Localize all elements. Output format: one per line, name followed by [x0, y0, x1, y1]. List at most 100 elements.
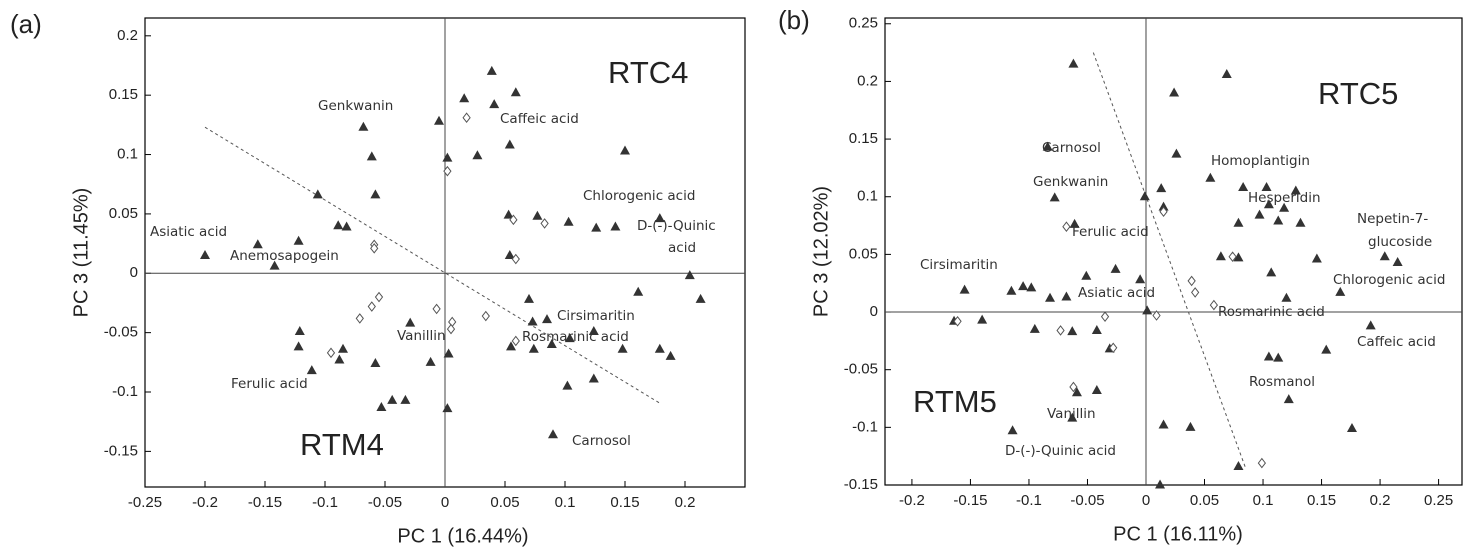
diamond-point: [540, 218, 549, 229]
annotation: Anemosapogein: [230, 248, 339, 264]
y-tick-label: 0: [870, 303, 878, 320]
triangle-point: [548, 429, 558, 439]
triangle-point: [405, 317, 416, 327]
triangle-point: [1238, 182, 1249, 192]
diamond-point: [374, 291, 384, 303]
triangle-point: [472, 150, 483, 160]
triangle-point: [1365, 320, 1376, 330]
y-tick-label: -0.15: [844, 476, 878, 493]
triangle-point: [1049, 192, 1060, 202]
y-tick-label: 0: [130, 264, 138, 281]
triangle-point: [1139, 191, 1150, 201]
diamond-point: [511, 253, 520, 265]
triangle-point: [684, 270, 695, 280]
triangle-point: [1233, 217, 1244, 227]
annotation: Asiatic acid: [1078, 285, 1155, 301]
triangle-point: [617, 343, 628, 353]
triangle-point: [1221, 69, 1232, 79]
y-tick-label: 0.05: [109, 205, 138, 222]
annotation: glucoside: [1368, 234, 1432, 250]
x-tick-label: 0.05: [1190, 492, 1219, 509]
triangle-point: [1185, 421, 1196, 431]
annotation: Asiatic acid: [150, 224, 227, 240]
y-tick-label: 0.15: [109, 86, 138, 103]
triangle-point: [200, 249, 210, 259]
reference-line: [1092, 52, 1246, 468]
triangle-point: [633, 286, 644, 296]
x-tick-label: -0.15: [953, 492, 987, 509]
reference-line: [204, 126, 662, 405]
triangle-point: [532, 210, 543, 220]
y-tick-label: -0.1: [112, 383, 138, 400]
triangle-point: [358, 121, 369, 131]
triangle-point: [334, 354, 345, 364]
y-tick-label: 0.05: [849, 245, 878, 262]
triangle-point: [1392, 256, 1403, 266]
annotation: Nepetin-7-: [1357, 211, 1428, 227]
diamond-point: [1109, 342, 1118, 354]
triangle-point: [528, 343, 539, 353]
diamond-point: [1209, 299, 1219, 311]
triangle-point: [1295, 217, 1306, 227]
diamond-point: [1100, 311, 1110, 322]
annotation: Genkwanin: [1033, 174, 1108, 190]
x-tick-label: -0.1: [312, 494, 338, 511]
triangle-point: [588, 325, 599, 335]
x-axis-label: PC 1 (16.44%): [397, 525, 528, 547]
annotation: Ferulic acid: [231, 376, 308, 392]
triangle-point: [620, 145, 630, 155]
triangle-point: [370, 189, 381, 199]
triangle-point: [489, 99, 500, 109]
triangle-point: [1346, 422, 1357, 432]
diamond-point: [953, 315, 962, 327]
triangle-point: [591, 222, 602, 232]
y-tick-label: 0.25: [849, 15, 878, 32]
x-tick-label: 0.2: [675, 494, 696, 511]
diamond-point: [481, 310, 490, 322]
diamond-point: [1187, 275, 1196, 287]
triangle-point: [1026, 282, 1037, 292]
annotation: acid: [668, 240, 696, 256]
annotation: Vanillin: [1047, 406, 1096, 422]
annotation: Rosmarinic acid: [1218, 304, 1325, 320]
triangle-point: [695, 293, 706, 303]
triangle-point: [564, 333, 575, 343]
triangle-point: [269, 260, 280, 270]
triangle-point: [1069, 218, 1080, 228]
diamond-point: [446, 323, 456, 335]
y-tick-label: -0.05: [844, 361, 878, 378]
x-tick-label: 0.1: [1253, 492, 1274, 509]
triangle-point: [387, 394, 398, 404]
y-tick-label: -0.15: [104, 442, 138, 459]
triangle-point: [1263, 351, 1274, 361]
triangle-point: [654, 213, 665, 223]
triangle-point: [306, 365, 317, 375]
triangle-point: [562, 380, 573, 390]
triangle-point: [1273, 352, 1284, 362]
diamond-point: [511, 335, 520, 347]
group-label: RTM5: [913, 384, 997, 419]
plot-frame: [884, 17, 1463, 486]
triangle-point: [1263, 199, 1274, 209]
triangle-point: [1045, 292, 1056, 302]
triangle-point: [370, 358, 381, 368]
triangle-point: [563, 216, 574, 226]
x-tick-label: -0.05: [1070, 492, 1104, 509]
annotation: Carnosol: [1042, 140, 1101, 156]
x-tick-label: 0.1: [555, 494, 576, 511]
x-tick-label: -0.1: [1016, 492, 1042, 509]
triangle-point: [443, 348, 454, 358]
x-axis-label: PC 1 (16.11%): [1113, 523, 1243, 545]
annotation: Chlorogenic acid: [1333, 272, 1445, 288]
triangle-point: [1158, 419, 1169, 429]
triangle-point: [1042, 141, 1053, 151]
triangle-point: [610, 221, 621, 231]
x-tick-label: 0: [441, 494, 449, 511]
triangle-point: [459, 93, 470, 103]
diamond-point: [1257, 457, 1266, 469]
triangle-point: [1311, 253, 1322, 263]
triangle-point: [338, 343, 348, 353]
diamond-point: [1069, 381, 1078, 393]
triangle-point: [504, 139, 515, 149]
